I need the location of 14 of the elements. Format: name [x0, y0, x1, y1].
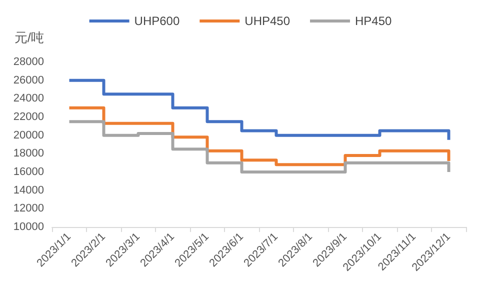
y-tick-label: 28000: [13, 56, 44, 68]
y-tick-label: 26000: [13, 74, 44, 86]
y-tick-label: 16000: [13, 166, 44, 178]
legend-label: UHP600: [134, 14, 180, 28]
legend-label: HP450: [355, 14, 392, 28]
y-tick-label: 10000: [13, 221, 44, 233]
y-axis-title: 元/吨: [14, 30, 44, 45]
y-tick-label: 20000: [13, 129, 44, 142]
y-tick-label: 22000: [13, 111, 44, 123]
y-tick-label: 24000: [13, 92, 44, 105]
y-tick-label: 18000: [13, 148, 44, 160]
y-tick-label: 12000: [13, 202, 44, 215]
y-tick-label: 14000: [13, 184, 44, 196]
legend-label: UHP450: [244, 14, 290, 28]
